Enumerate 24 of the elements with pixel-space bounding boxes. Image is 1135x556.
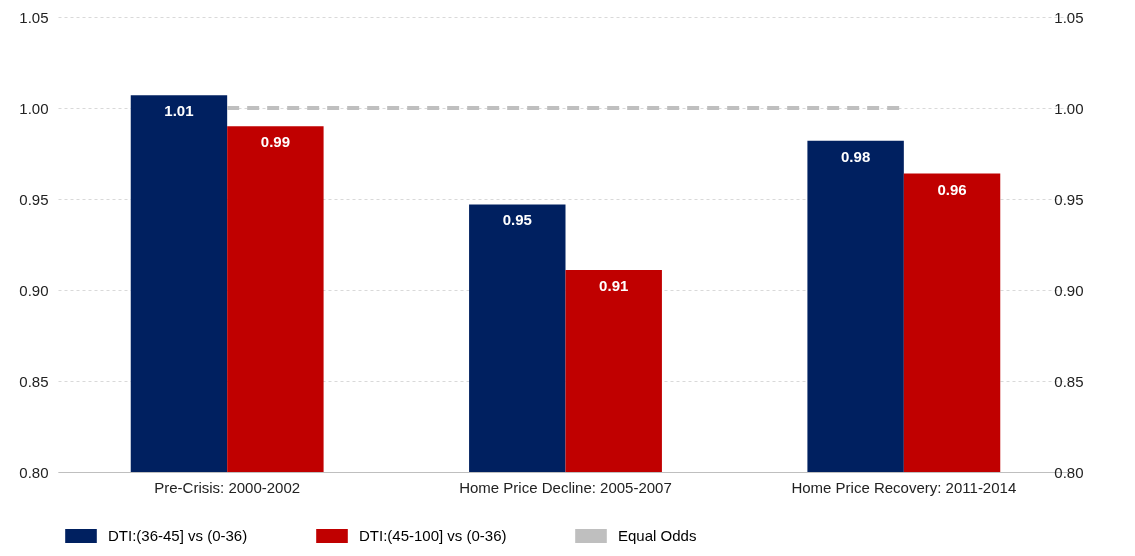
data-label: 0.91: [599, 276, 629, 294]
y2-tick-label: 0.85: [1054, 372, 1084, 390]
y-tick-label: 0.90: [19, 281, 49, 299]
y-tick-label: 1.00: [19, 99, 49, 117]
y-tick-label: 0.85: [19, 372, 49, 390]
y-tick-label: 0.80: [19, 463, 49, 481]
y2-tick-label: 1.00: [1054, 99, 1084, 117]
data-label: 1.01: [164, 102, 194, 120]
y2-tick-label: 0.80: [1054, 463, 1084, 481]
x-tick-label: Pre-Crisis: 2000-2002: [154, 478, 301, 496]
y2-tick-label: 1.05: [1054, 8, 1084, 26]
data-label: 0.99: [260, 133, 290, 151]
y-tick-label: 1.05: [19, 8, 49, 26]
x-tick-label: Home Price Recovery: 2011-2014: [791, 478, 1017, 496]
x-tick-label: Home Price Decline: 2005-2007: [459, 478, 672, 496]
data-label: 0.95: [502, 211, 532, 229]
legend-label: DTI:(36-45] vs (0-36): [108, 527, 248, 544]
y-tick-label: 0.95: [19, 190, 49, 208]
y2-tick-label: 0.90: [1054, 281, 1084, 299]
y2-tick-label: 0.95: [1054, 190, 1084, 208]
legend-label: Equal Odds: [618, 527, 697, 544]
legend-label: DTI:(45-100] vs (0-36): [359, 527, 507, 544]
data-label: 0.98: [841, 147, 871, 165]
data-label: 0.96: [937, 180, 967, 198]
